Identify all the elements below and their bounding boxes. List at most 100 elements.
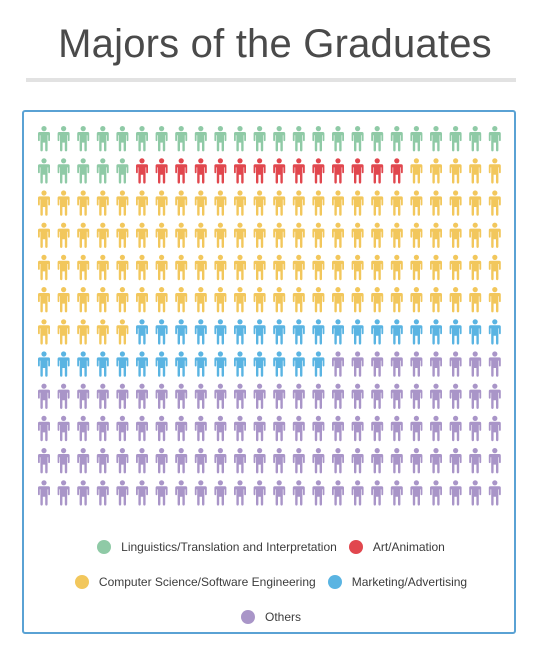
- person-icon-computer-science-software-engineering: [96, 190, 109, 216]
- person-icon-computer-science-software-engineering: [77, 319, 90, 345]
- person-icon-others: [57, 383, 70, 409]
- person-icon-computer-science-software-engineering: [469, 254, 482, 281]
- person-icon-computer-science-software-engineering: [273, 222, 286, 248]
- legend-swatch-computer-science: [74, 575, 89, 589]
- person-icon-art-animation: [292, 158, 305, 184]
- person-icon-computer-science-software-engineering: [116, 190, 129, 216]
- person-icon-computer-science-software-engineering: [332, 254, 344, 281]
- person-icon-computer-science-software-engineering: [57, 319, 70, 345]
- person-icon-linguistics-translation-and-interpretation: [390, 126, 403, 152]
- person-icon-others: [214, 383, 227, 409]
- person-icon-others: [38, 383, 50, 409]
- person-icon-others: [155, 383, 168, 409]
- person-icon-others: [312, 383, 325, 409]
- person-icon-others: [410, 448, 423, 474]
- person-icon-others: [136, 383, 148, 409]
- person-icon-computer-science-software-engineering: [292, 190, 305, 216]
- person-icon-art-animation: [194, 158, 207, 184]
- person-icon-linguistics-translation-and-interpretation: [469, 126, 482, 152]
- person-icon-computer-science-software-engineering: [194, 222, 207, 248]
- person-icon-others: [175, 448, 188, 474]
- person-icon-computer-science-software-engineering: [155, 190, 168, 216]
- person-icon-others: [136, 480, 148, 506]
- title-divider: [26, 78, 516, 82]
- legend-label-computer-science: Computer Science/Software Engineering: [98, 575, 316, 589]
- person-icon-others: [332, 415, 344, 442]
- person-icon-computer-science-software-engineering: [410, 254, 423, 281]
- person-icon-others: [116, 415, 129, 442]
- person-icon-others: [410, 480, 423, 506]
- person-icon-others: [292, 383, 305, 409]
- person-icon-marketing-advertising: [292, 319, 305, 345]
- person-icon-others: [273, 383, 286, 409]
- person-icon-others: [38, 415, 50, 442]
- person-icon-computer-science-software-engineering: [371, 287, 384, 313]
- pictogram-grid: [38, 126, 501, 506]
- person-icon-others: [390, 480, 403, 506]
- person-icon-others: [194, 383, 207, 409]
- person-icon-linguistics-translation-and-interpretation: [77, 158, 90, 184]
- person-icon-computer-science-software-engineering: [57, 287, 70, 313]
- person-icon-marketing-advertising: [371, 319, 384, 345]
- person-icon-others: [292, 415, 305, 442]
- person-icon-marketing-advertising: [77, 351, 90, 377]
- person-icon-others: [390, 383, 403, 409]
- person-icon-others: [253, 383, 266, 409]
- person-icon-linguistics-translation-and-interpretation: [410, 126, 423, 152]
- person-icon-computer-science-software-engineering: [312, 287, 325, 313]
- legend-swatch-linguistics: [97, 540, 112, 554]
- person-icon-others: [234, 383, 246, 409]
- person-icon-others: [449, 383, 462, 409]
- person-icon-linguistics-translation-and-interpretation: [194, 126, 207, 152]
- person-icon-linguistics-translation-and-interpretation: [57, 126, 70, 152]
- person-icon-others: [488, 480, 501, 506]
- person-icon-marketing-advertising: [292, 351, 305, 377]
- person-icon-computer-science-software-engineering: [38, 222, 50, 248]
- legend-swatch-art: [348, 540, 363, 554]
- person-icon-others: [351, 351, 364, 377]
- person-icon-computer-science-software-engineering: [77, 287, 90, 313]
- person-icon-others: [214, 448, 227, 474]
- person-icon-art-animation: [234, 158, 246, 184]
- person-icon-linguistics-translation-and-interpretation: [96, 158, 109, 184]
- person-icon-others: [253, 480, 266, 506]
- person-icon-others: [351, 480, 364, 506]
- person-icon-computer-science-software-engineering: [234, 287, 246, 313]
- person-icon-linguistics-translation-and-interpretation: [371, 126, 384, 152]
- person-icon-computer-science-software-engineering: [430, 287, 442, 313]
- person-icon-computer-science-software-engineering: [96, 254, 109, 281]
- person-icon-others: [155, 448, 168, 474]
- person-icon-marketing-advertising: [332, 319, 344, 345]
- person-icon-linguistics-translation-and-interpretation: [488, 126, 501, 152]
- person-icon-others: [292, 448, 305, 474]
- person-icon-computer-science-software-engineering: [38, 319, 50, 345]
- person-icon-computer-science-software-engineering: [194, 254, 207, 281]
- person-icon-others: [371, 415, 384, 442]
- person-icon-linguistics-translation-and-interpretation: [136, 126, 148, 152]
- person-icon-marketing-advertising: [390, 319, 403, 345]
- person-icon-computer-science-software-engineering: [194, 190, 207, 216]
- person-icon-computer-science-software-engineering: [234, 190, 246, 216]
- page-title: Majors of the Graduates: [58, 22, 492, 66]
- person-icon-others: [234, 448, 246, 474]
- person-icon-others: [488, 383, 501, 409]
- person-icon-others: [175, 480, 188, 506]
- person-icon-marketing-advertising: [234, 351, 246, 377]
- person-icon-others: [136, 448, 148, 474]
- person-icon-others: [96, 383, 109, 409]
- person-icon-computer-science-software-engineering: [488, 190, 501, 216]
- person-icon-others: [332, 383, 344, 409]
- person-icon-others: [234, 415, 246, 442]
- person-icon-others: [332, 351, 344, 377]
- person-icon-computer-science-software-engineering: [214, 287, 227, 313]
- person-icon-computer-science-software-engineering: [390, 222, 403, 248]
- person-icon-marketing-advertising: [136, 319, 148, 345]
- person-icon-art-animation: [175, 158, 188, 184]
- person-icon-linguistics-translation-and-interpretation: [96, 126, 109, 152]
- person-icon-computer-science-software-engineering: [312, 190, 325, 216]
- person-icon-marketing-advertising: [214, 319, 227, 345]
- person-icon-others: [194, 480, 207, 506]
- person-icon-linguistics-translation-and-interpretation: [116, 158, 129, 184]
- person-icon-computer-science-software-engineering: [175, 287, 188, 313]
- person-icon-others: [273, 415, 286, 442]
